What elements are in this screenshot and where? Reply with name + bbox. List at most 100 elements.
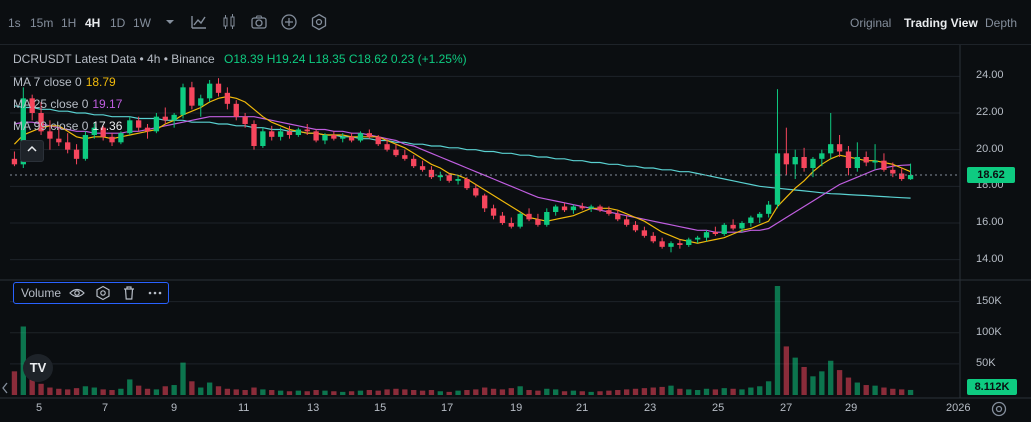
more-icon[interactable] xyxy=(147,285,163,301)
volume-bar xyxy=(712,389,719,395)
ma7-label: MA 7 close 0 xyxy=(13,75,82,89)
timeframe-1h[interactable]: 1H xyxy=(61,16,77,30)
candle-body xyxy=(437,175,443,178)
time-tick-label: 11 xyxy=(238,402,250,414)
volume-bar xyxy=(836,370,843,395)
candle-body xyxy=(907,174,914,180)
candle-body xyxy=(135,120,142,128)
high-value: 19.24 xyxy=(275,52,306,66)
exchange-label: Binance xyxy=(171,52,215,66)
price-tick-label: 14.00 xyxy=(976,252,1004,265)
candle-body xyxy=(162,116,168,121)
settings-icon[interactable] xyxy=(310,13,328,31)
view-trading-view[interactable]: Trading View xyxy=(904,16,978,30)
candle-body xyxy=(490,208,497,216)
scroll-left-button[interactable] xyxy=(1,382,11,398)
volume-bar xyxy=(384,389,390,395)
volume-bar xyxy=(765,381,772,395)
volume-bar xyxy=(233,389,239,395)
volume-bar xyxy=(482,387,488,395)
candle-body xyxy=(615,213,621,220)
timeframe-4h[interactable]: 4H xyxy=(85,16,101,30)
volume-tick-label: 150K xyxy=(976,294,1002,307)
volume-bar xyxy=(73,388,80,395)
timeframe-1w[interactable]: 1W xyxy=(133,16,151,30)
candle-body xyxy=(402,155,408,159)
ma99-legend[interactable]: MA 99 close 0 17.36 xyxy=(13,119,122,133)
volume-bar xyxy=(899,389,905,395)
candle-body xyxy=(224,92,231,104)
candle-body xyxy=(792,157,798,165)
candle-body xyxy=(748,217,754,223)
volume-bar xyxy=(340,391,346,395)
timeframe-1s[interactable]: 1s xyxy=(8,16,21,30)
volume-tick-label: 100K xyxy=(976,325,1002,338)
volume-bar xyxy=(597,391,603,395)
candle-body xyxy=(260,131,266,146)
tradingview-logo[interactable]: TV xyxy=(23,354,53,382)
candle-body xyxy=(623,219,630,225)
candle-body xyxy=(765,204,772,214)
candle-body xyxy=(29,98,35,113)
volume-bar xyxy=(446,391,452,395)
candle-body xyxy=(366,133,372,137)
volume-bar xyxy=(819,371,825,395)
candle-body xyxy=(127,120,133,134)
candle-body xyxy=(56,138,62,143)
volume-bar xyxy=(162,386,168,395)
volume-bar xyxy=(588,391,594,395)
volume-bar xyxy=(375,390,381,395)
volume-bar xyxy=(739,389,745,395)
ma25-legend[interactable]: MA 25 close 0 19.17 xyxy=(13,97,122,111)
volume-bar xyxy=(366,390,372,395)
time-tick-label: 5 xyxy=(36,402,43,414)
volume-bar xyxy=(180,362,186,395)
volume-bar xyxy=(677,388,683,395)
candle-body xyxy=(641,230,648,236)
volume-bar xyxy=(508,388,514,395)
volume-bar xyxy=(517,386,523,395)
timeframe-15m[interactable]: 15m xyxy=(30,16,54,30)
ma7-legend[interactable]: MA 7 close 0 18.79 xyxy=(13,75,116,89)
volume-bar xyxy=(757,386,763,395)
volume-bar xyxy=(641,388,648,395)
indicator-icon[interactable] xyxy=(190,13,208,31)
view-original[interactable]: Original xyxy=(850,16,892,30)
candles-icon[interactable] xyxy=(220,13,238,31)
eye-icon[interactable] xyxy=(69,285,85,301)
ma25-value: 19.17 xyxy=(92,97,123,111)
volume-bar xyxy=(854,382,860,395)
ma99-value: 17.36 xyxy=(92,119,123,133)
candle-body xyxy=(819,153,825,159)
volume-bar xyxy=(47,387,53,395)
volume-bar xyxy=(579,391,585,395)
ma99-label: MA 99 close 0 xyxy=(13,119,89,133)
volume-panel-label[interactable]: Volume xyxy=(13,282,169,304)
volume-bar xyxy=(774,286,781,395)
add-icon[interactable] xyxy=(280,13,298,31)
candle-body xyxy=(517,213,523,227)
chart-settings-icon[interactable] xyxy=(990,400,1008,418)
trash-icon[interactable] xyxy=(121,285,137,301)
candle-body xyxy=(872,160,878,163)
volume-bar xyxy=(907,389,914,395)
candle-body xyxy=(206,83,213,99)
candle-body xyxy=(446,175,452,181)
camera-icon[interactable] xyxy=(250,13,268,31)
candle-body xyxy=(331,135,337,139)
current-volume-tag: 8.112K xyxy=(967,379,1017,395)
candle-body xyxy=(774,153,781,205)
volume-bar xyxy=(623,389,630,395)
candle-body xyxy=(828,144,834,154)
chevron-down-icon[interactable] xyxy=(161,13,179,31)
settings-icon[interactable] xyxy=(95,285,111,301)
view-depth[interactable]: Depth xyxy=(985,16,1018,30)
price-tick-label: 20.00 xyxy=(976,142,1004,155)
volume-bar xyxy=(845,377,852,395)
candle-body xyxy=(20,98,26,165)
collapse-legend-button[interactable] xyxy=(20,140,44,162)
timeframe-1d[interactable]: 1D xyxy=(110,16,126,30)
volume-bar xyxy=(411,390,417,395)
volume-bar xyxy=(286,391,293,395)
